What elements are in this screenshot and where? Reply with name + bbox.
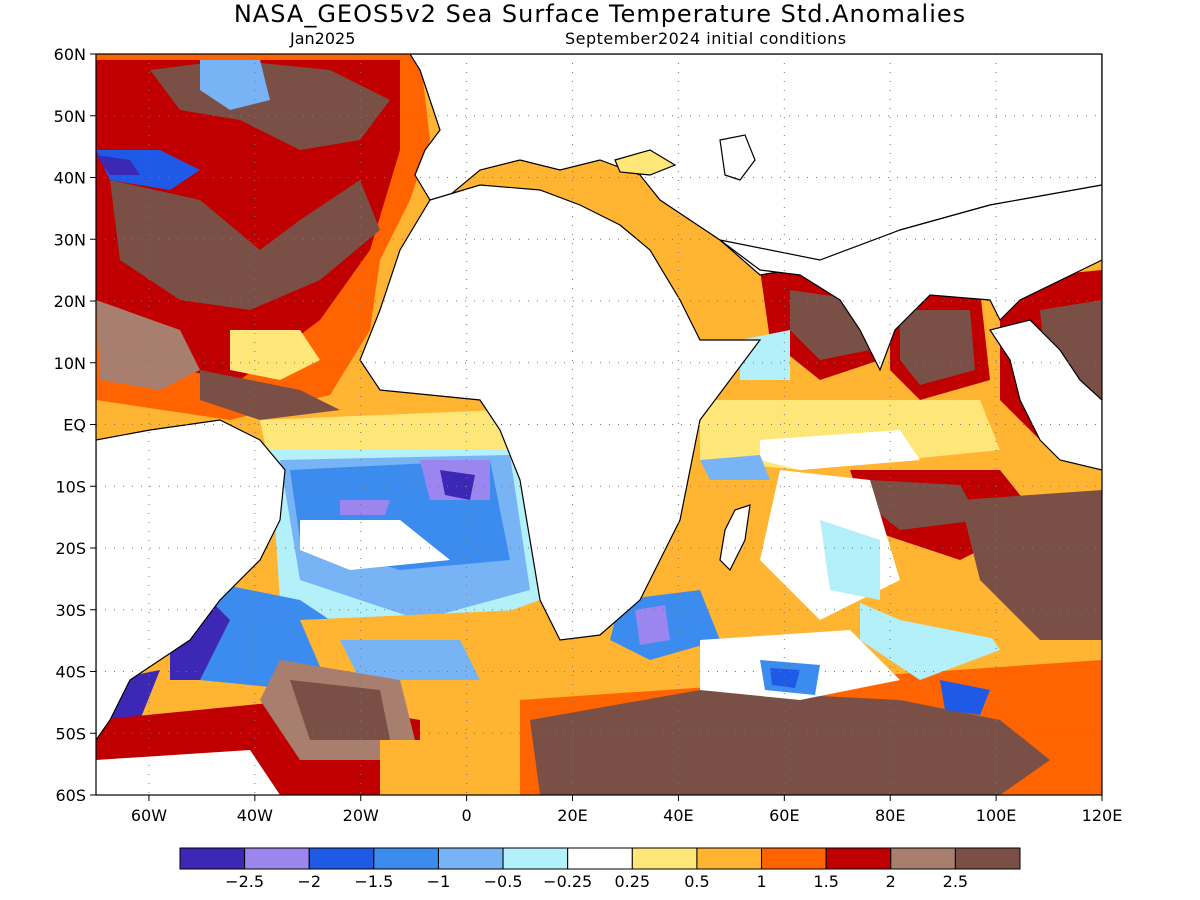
lat-tick-label: 20S — [55, 539, 86, 558]
colorbar-label: 2.5 — [943, 872, 968, 891]
lat-tick-label: 10N — [54, 354, 86, 373]
lat-tick-label: 30S — [55, 601, 86, 620]
colorbar-label: 1 — [756, 872, 766, 891]
initial-conditions: September2024 initial conditions — [565, 29, 847, 48]
africa-landmass — [359, 184, 762, 641]
madagascar — [719, 504, 751, 572]
colorbar-swatch — [761, 847, 827, 870]
lat-tick-label: 20N — [54, 292, 86, 311]
colorbar-label: −0.25 — [543, 872, 592, 891]
lon-tick-label: 100E — [976, 806, 1017, 825]
southeast-asia-landmass — [989, 319, 1102, 471]
colorbar-label: −2.5 — [225, 872, 264, 891]
colorbar-swatch — [244, 847, 310, 870]
colorbar: −2.5 −2 −1.5 −1 −0.5 −0.25 0.25 0.5 1 1.5 2 2.5 — [179, 847, 1021, 891]
land-masses — [96, 54, 1102, 742]
colorbar-swatch — [825, 847, 892, 870]
colorbar-label: −2 — [297, 872, 321, 891]
colorbar-label: −0.5 — [484, 872, 523, 891]
lon-tick-label: 40W — [237, 806, 273, 825]
colorbar-swatch — [308, 847, 375, 870]
lon-tick-label: 40E — [663, 806, 693, 825]
lat-tick-label: 30N — [54, 230, 86, 249]
lon-tick-label: 20E — [557, 806, 587, 825]
colorbar-label: 0.5 — [684, 872, 709, 891]
arabia-asia-landmass — [719, 54, 1102, 372]
lon-tick-label: 20W — [343, 806, 379, 825]
lat-tick-label: 50N — [54, 107, 86, 126]
forecast-month: Jan2025 — [290, 29, 356, 48]
colorbar-swatch — [567, 847, 633, 870]
colorbar-swatch — [502, 847, 569, 870]
colorbar-label: 0.25 — [614, 872, 650, 891]
lon-tick-label: 120E — [1082, 806, 1123, 825]
colorbar-swatch — [890, 847, 956, 870]
lat-tick-label: 40S — [55, 663, 86, 682]
lon-tick-label: 0 — [462, 806, 472, 825]
lat-tick-label: 40N — [54, 169, 86, 188]
colorbar-swatch — [631, 847, 698, 870]
lat-tick-label: 10S — [55, 477, 86, 496]
south-america-landmass — [96, 419, 286, 742]
colorbar-swatch — [373, 847, 439, 870]
lat-tick-label: 60N — [54, 45, 86, 64]
caspian-sea — [719, 134, 756, 181]
map-title: NASA_GEOS5v2 Sea Surface Temperature Std… — [233, 0, 967, 28]
colorbar-label: −1 — [427, 872, 451, 891]
colorbar-label: 2 — [886, 872, 896, 891]
lat-tick-label: EQ — [63, 416, 86, 435]
lon-tick-label: 80E — [875, 806, 905, 825]
colorbar-swatch — [437, 847, 504, 870]
lat-tick-label: 50S — [55, 724, 86, 743]
lon-tick-label: 60W — [131, 806, 167, 825]
colorbar-label: −1.5 — [354, 872, 393, 891]
colorbar-swatch — [179, 847, 246, 870]
lat-tick-label: 60S — [55, 786, 86, 805]
black-sea — [614, 149, 677, 176]
colorbar-swatch — [954, 847, 1021, 870]
lon-tick-label: 60E — [769, 806, 799, 825]
axis-ticks: 60W 40W 20W 0 20E 40E 60E 80E 100E 120E 60N 50N 40N 3… — [54, 45, 1123, 825]
colorbar-label: 1.5 — [813, 872, 838, 891]
colorbar-swatch — [696, 847, 763, 870]
